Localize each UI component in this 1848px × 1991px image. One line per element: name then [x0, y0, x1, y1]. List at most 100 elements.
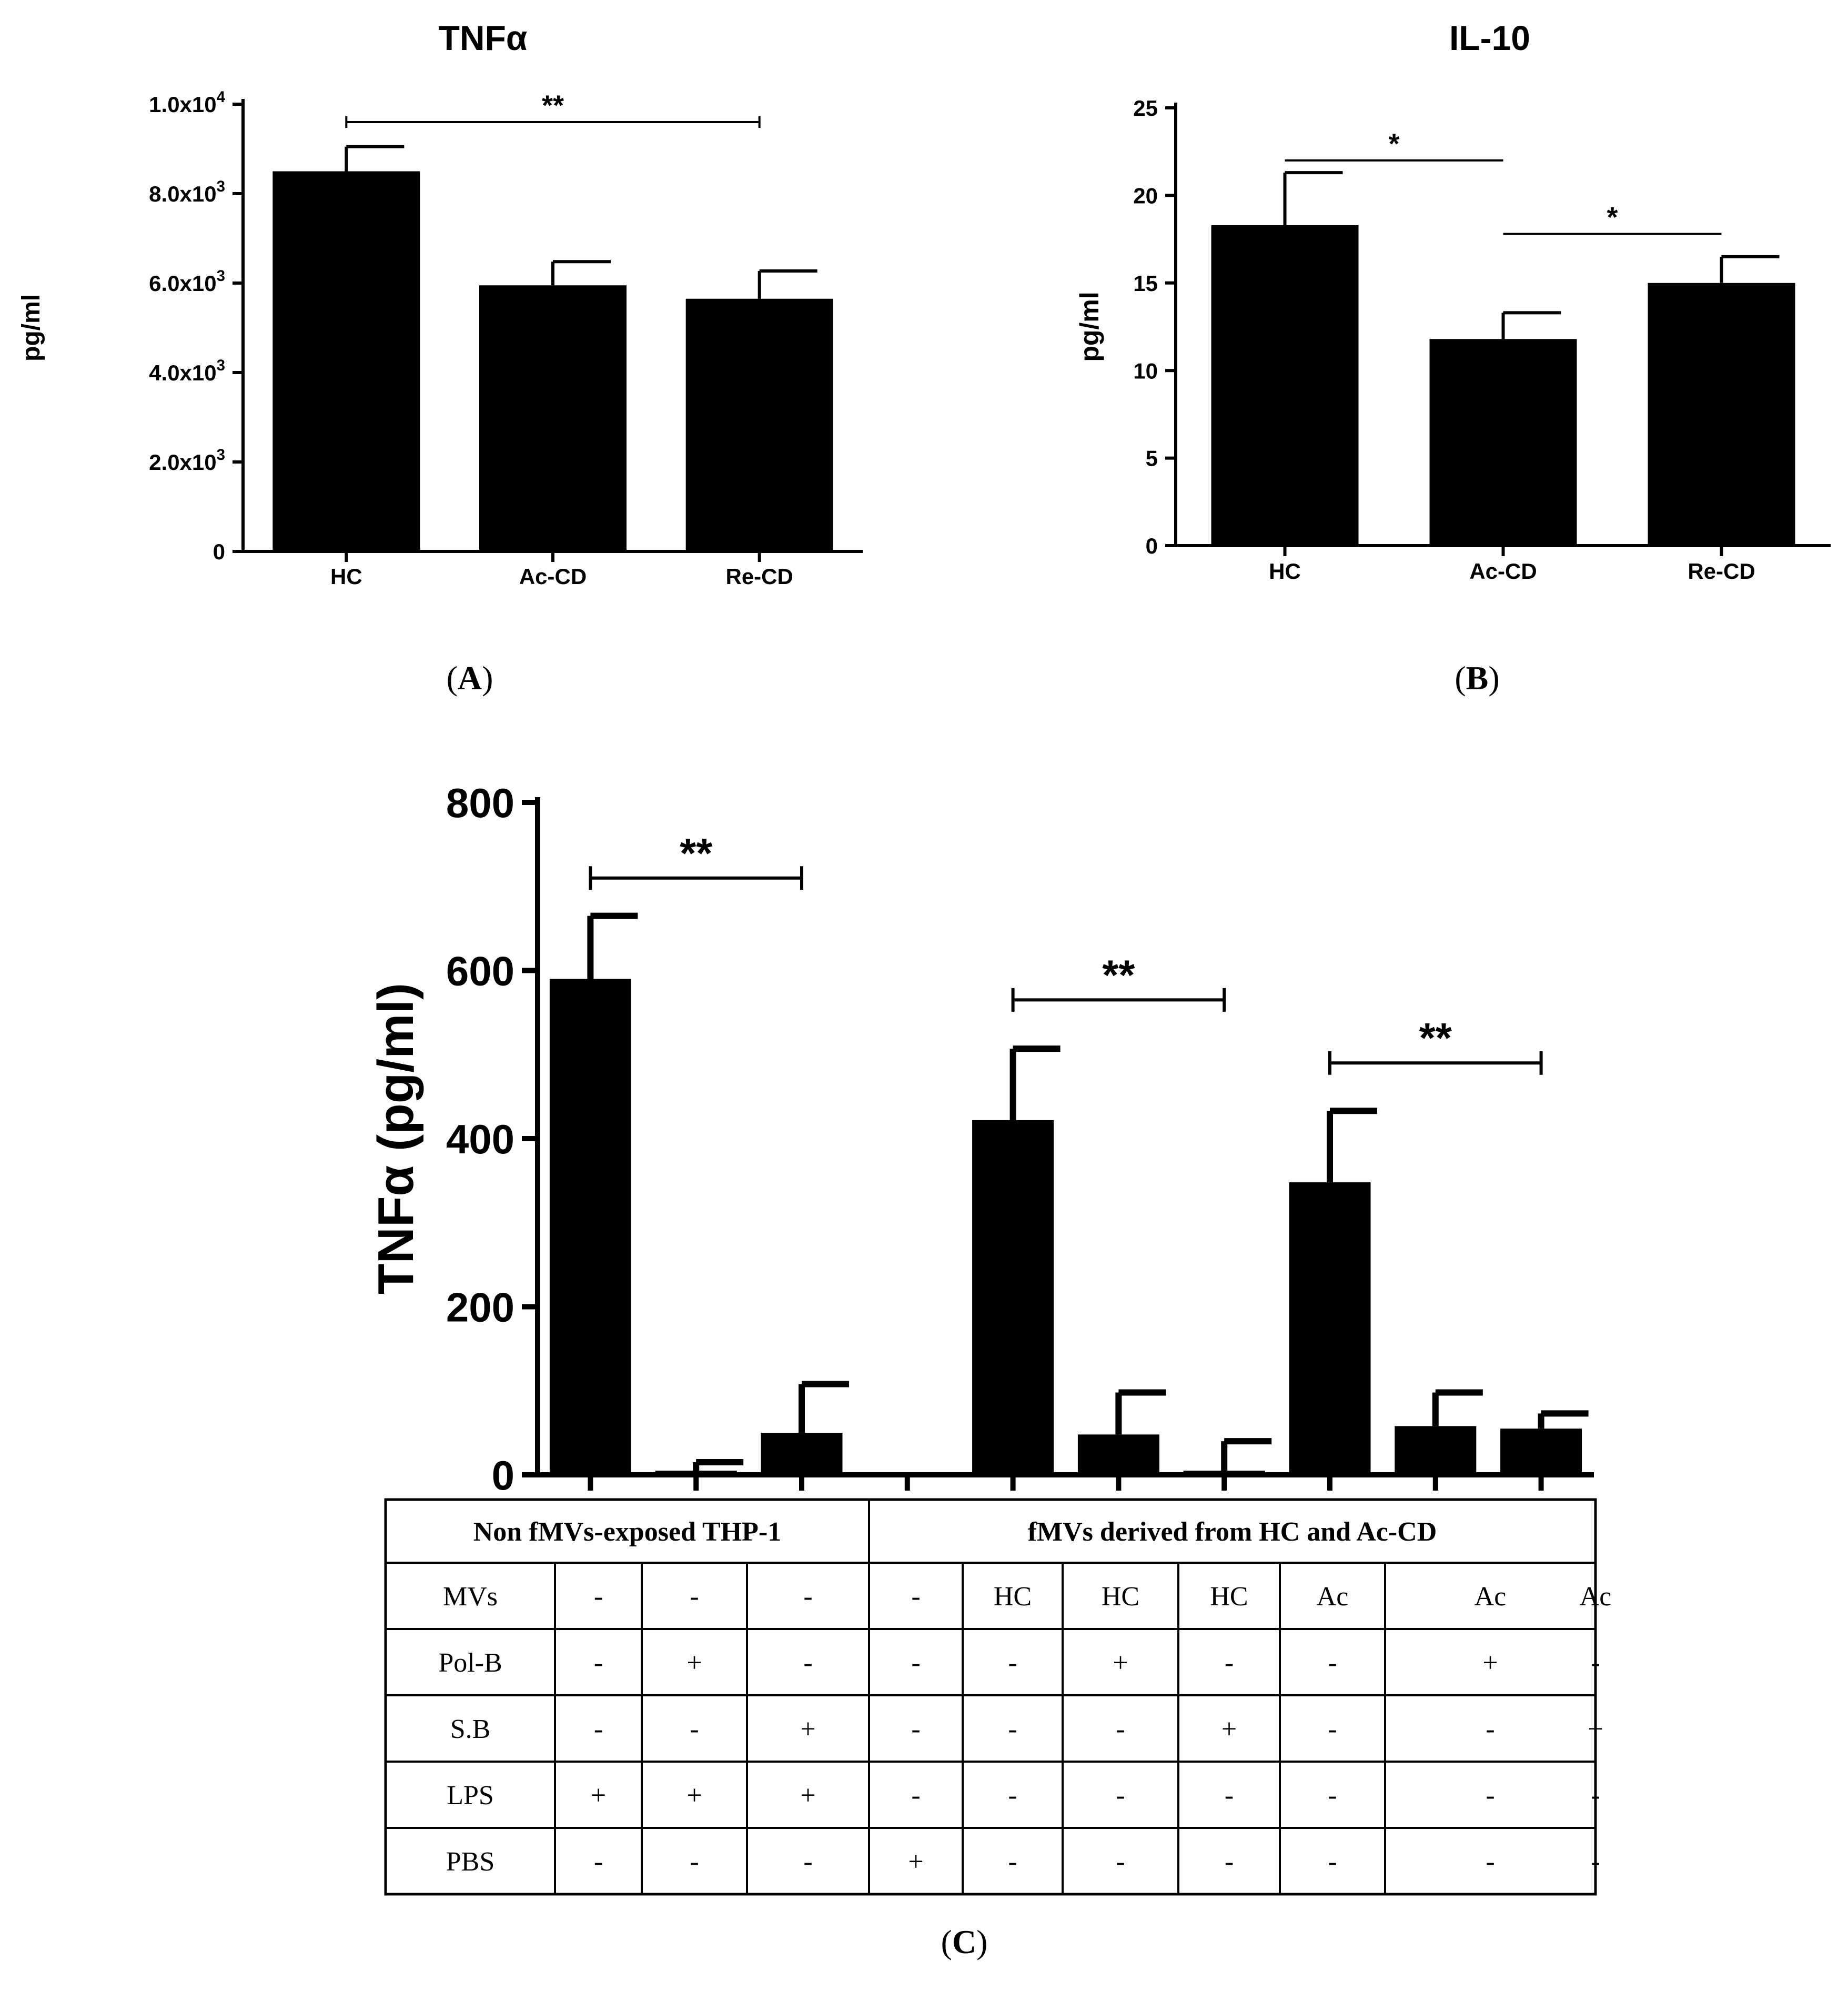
- significance-label: **: [1102, 951, 1135, 998]
- significance-label: **: [542, 90, 564, 122]
- panel-label: (A): [447, 659, 493, 697]
- x-tick-label: Re-CD: [725, 564, 793, 589]
- table-cell: Ac: [1580, 1582, 1612, 1612]
- y-tick-label: 6.0x103: [149, 267, 225, 296]
- table-cell: -: [1486, 1847, 1494, 1877]
- table-cell: -: [803, 1847, 812, 1877]
- x-tick-label: Re-CD: [1688, 559, 1755, 584]
- y-tick-label: 10: [1133, 358, 1158, 383]
- table-cell: +: [1588, 1714, 1603, 1744]
- y-tick-exponent: 4: [217, 88, 226, 106]
- table-group-header: Non fMVs-exposed THP-1: [473, 1517, 781, 1547]
- bar: [272, 171, 420, 551]
- bar: [1211, 225, 1359, 546]
- table-cell: -: [1591, 1781, 1600, 1811]
- bar: [1077, 1434, 1159, 1475]
- bar: [1395, 1426, 1477, 1475]
- table-cell: -: [594, 1847, 603, 1877]
- panel-b-il10-chart: IL-10 pg/ml 0 5 10 15 20 25 HC Ac-CD Re-CD * * (B): [1075, 18, 1831, 697]
- table-cell: -: [1591, 1648, 1600, 1678]
- table-cell: -: [911, 1648, 920, 1678]
- table-cell: -: [1008, 1714, 1017, 1744]
- panel-c-treatment-table: Non fMVs-exposed THP-1 fMVs derived from …: [384, 1498, 1612, 1896]
- y-tick-label: 5: [1146, 446, 1158, 471]
- y-tick-label: 8.0x103: [149, 178, 225, 206]
- table-row-label: LPS: [447, 1781, 494, 1811]
- table-cell: -: [594, 1714, 603, 1744]
- table-cell: -: [803, 1648, 812, 1678]
- y-tick-label: 800: [446, 780, 514, 826]
- table-row-label: Pol-B: [438, 1648, 502, 1678]
- y-tick-exponent: 3: [217, 178, 225, 195]
- table-cell: -: [594, 1582, 603, 1612]
- bar: [761, 1433, 843, 1475]
- y-tick-label: 0: [1146, 534, 1158, 558]
- table-cell: +: [686, 1648, 702, 1678]
- table-cell: -: [690, 1582, 699, 1612]
- table-cell: HC: [1210, 1582, 1248, 1612]
- y-axis-label: pg/ml: [17, 294, 45, 361]
- y-tick-label: 600: [446, 948, 514, 994]
- bar: [1429, 339, 1577, 546]
- table-cell: -: [690, 1714, 699, 1744]
- y-tick-label: 0: [213, 539, 225, 564]
- y-tick-label: 15: [1133, 271, 1158, 296]
- bar: [685, 298, 833, 551]
- table-border: [384, 1498, 1597, 1896]
- table-cell: -: [1328, 1781, 1337, 1811]
- table-group-header: fMVs derived from HC and Ac-CD: [1028, 1517, 1437, 1547]
- table-cell: HC: [994, 1582, 1032, 1612]
- table-cell: -: [1486, 1714, 1494, 1744]
- panel-a-tnf-chart: TNFα pg/ml 0 2.0x103 4.0x103 6.0x103 8.0x103 1.…: [17, 18, 863, 697]
- significance-label: **: [1419, 1014, 1452, 1061]
- table-cell: -: [1008, 1648, 1017, 1678]
- significance-label: *: [1607, 202, 1618, 233]
- table-cell: -: [1008, 1781, 1017, 1811]
- y-tick-exponent: 3: [217, 446, 225, 464]
- y-tick-label: 2.0x103: [149, 446, 225, 475]
- table-cell: +: [1221, 1714, 1237, 1744]
- table-cell: -: [1116, 1781, 1125, 1811]
- table-cell: -: [1225, 1847, 1234, 1877]
- table-row-label: PBS: [446, 1847, 495, 1877]
- table-cell: -: [911, 1714, 920, 1744]
- table-cell: -: [1486, 1781, 1494, 1811]
- table-cell: -: [1116, 1714, 1125, 1744]
- y-tick-label: 0: [492, 1452, 514, 1499]
- table-cell: Ac: [1475, 1582, 1507, 1612]
- table-cell: +: [908, 1847, 923, 1877]
- y-axis-label: TNFα (pg/ml): [368, 983, 424, 1294]
- y-tick-exponent: 3: [217, 267, 225, 285]
- table-cell: +: [800, 1781, 815, 1811]
- bar: [1289, 1182, 1371, 1475]
- chart-title: IL-10: [1449, 18, 1530, 57]
- table-cell: -: [594, 1648, 603, 1678]
- table-cell: +: [686, 1781, 702, 1811]
- table-cell: -: [911, 1582, 920, 1612]
- table-cell: -: [1591, 1847, 1600, 1877]
- panel-label: (C): [941, 1923, 988, 1960]
- table-cell: +: [1113, 1648, 1128, 1678]
- y-tick-label: 400: [446, 1116, 514, 1162]
- table-cell: -: [1116, 1847, 1125, 1877]
- table-row-label: MVs: [443, 1582, 498, 1612]
- table-cell: +: [800, 1714, 815, 1744]
- panel-letter: A: [458, 659, 482, 697]
- table-cell: -: [1008, 1847, 1017, 1877]
- bar: [549, 979, 631, 1475]
- bar: [1500, 1429, 1582, 1475]
- x-tick-label: HC: [1269, 559, 1301, 584]
- significance-label: *: [1388, 128, 1399, 159]
- y-axis-label: pg/ml: [1075, 291, 1104, 361]
- bar: [1648, 283, 1795, 546]
- table-cell: -: [911, 1781, 920, 1811]
- table-cell: -: [1328, 1714, 1337, 1744]
- table-cell: HC: [1102, 1582, 1139, 1612]
- bar: [972, 1120, 1054, 1475]
- table-cell: -: [1225, 1648, 1234, 1678]
- table-cell: -: [803, 1582, 812, 1612]
- table-cell: -: [1328, 1648, 1337, 1678]
- x-tick-label: Ac-CD: [519, 564, 587, 589]
- panel-letter: C: [952, 1923, 976, 1960]
